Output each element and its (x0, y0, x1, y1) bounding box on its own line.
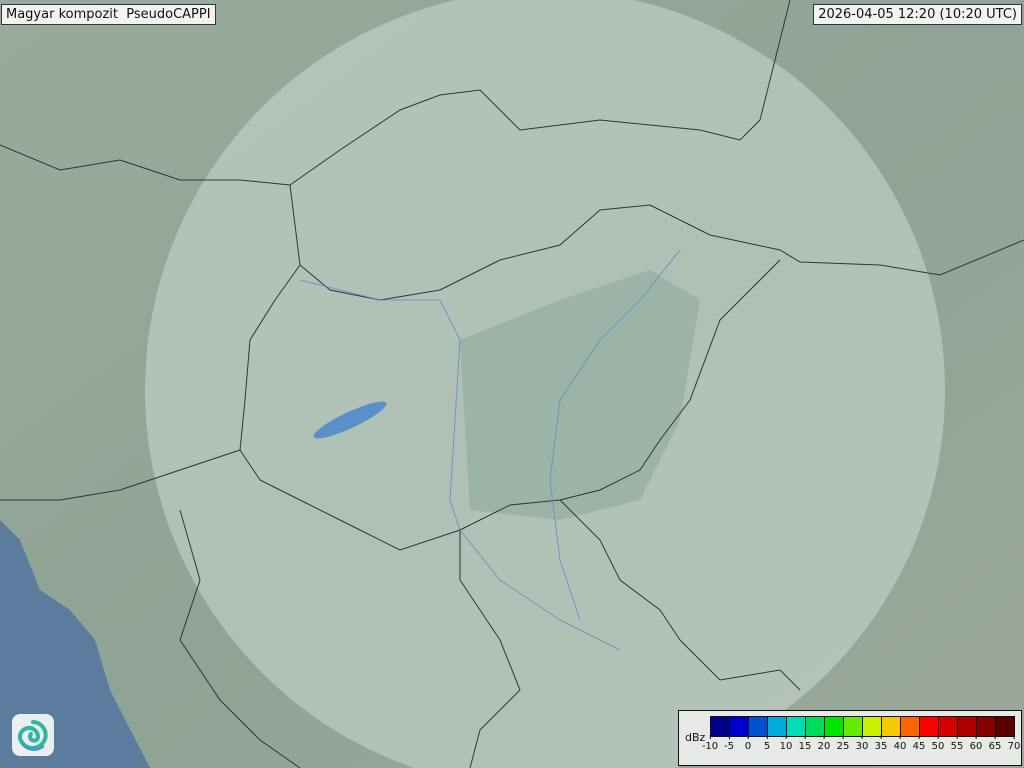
legend-tick-label: 30 (855, 741, 869, 752)
legend-swatch (825, 717, 844, 736)
product-title: Magyar kompozit PseudoCAPPI (1, 4, 216, 25)
legend-tick: 35 (874, 735, 888, 752)
legend-tick-label: 5 (763, 741, 771, 752)
legend-tick: 20 (817, 735, 831, 752)
legend-swatch (730, 717, 749, 736)
legend-tick-label: 35 (874, 741, 888, 752)
legend-tick-label: 45 (912, 741, 926, 752)
legend-swatch (901, 717, 920, 736)
legend-tick-label: 70 (1007, 741, 1021, 752)
legend-tick: 60 (969, 735, 983, 752)
legend-swatch (768, 717, 787, 736)
legend-swatch (882, 717, 901, 736)
legend-swatch (787, 717, 806, 736)
legend-tick: 40 (893, 735, 907, 752)
legend-tick: -5 (724, 735, 734, 752)
legend-tick: 50 (931, 735, 945, 752)
legend-tick-label: 20 (817, 741, 831, 752)
legend-tick-label: 10 (779, 741, 793, 752)
legend-unit: dBz (685, 731, 706, 744)
legend-swatch (939, 717, 958, 736)
legend-swatch (958, 717, 977, 736)
legend-tick: 55 (950, 735, 964, 752)
legend-swatch (749, 717, 768, 736)
legend-tick: 0 (744, 735, 752, 752)
legend-tick-label: 65 (988, 741, 1002, 752)
adriatic-sea (0, 520, 150, 768)
legend-tick-label: 55 (950, 741, 964, 752)
legend-tick-label: 25 (836, 741, 850, 752)
lake-balaton (313, 401, 387, 439)
legend-swatch (920, 717, 939, 736)
rivers (299, 249, 681, 651)
legend-tick: 30 (855, 735, 869, 752)
legend-swatch (996, 717, 1014, 736)
legend-tick: 15 (798, 735, 812, 752)
great-plain (460, 270, 700, 520)
legend-tick: 5 (763, 735, 771, 752)
legend-swatch (806, 717, 825, 736)
timestamp: 2026-04-05 12:20 (10:20 UTC) (813, 4, 1022, 25)
legend-swatch (977, 717, 996, 736)
legend-tick-label: 40 (893, 741, 907, 752)
legend-tick: 65 (988, 735, 1002, 752)
legend-tick-label: 50 (931, 741, 945, 752)
legend-tick-label: 0 (744, 741, 752, 752)
legend-ticks: -10 -5 0 5 10 15 20 25 30 35 40 45 50 55 60 65 70 (702, 735, 1020, 762)
legend-tick: 70 (1007, 735, 1021, 752)
legend-tick-label: -5 (724, 741, 734, 752)
swirl-logo-icon (12, 714, 54, 756)
legend-swatches (710, 716, 1015, 737)
legend-swatch (711, 717, 730, 736)
legend-tick-label: 60 (969, 741, 983, 752)
legend-tick: 25 (836, 735, 850, 752)
legend-swatch (863, 717, 882, 736)
legend-tick: -10 (701, 735, 719, 752)
legend-tick: 10 (779, 735, 793, 752)
legend-tick-label: -10 (701, 741, 719, 752)
dbz-color-legend: dBz -10 -5 0 5 10 15 20 25 30 35 40 45 50 55 60 65 70 (678, 710, 1022, 766)
legend-tick-label: 15 (798, 741, 812, 752)
legend-tick: 45 (912, 735, 926, 752)
legend-swatch (844, 717, 863, 736)
